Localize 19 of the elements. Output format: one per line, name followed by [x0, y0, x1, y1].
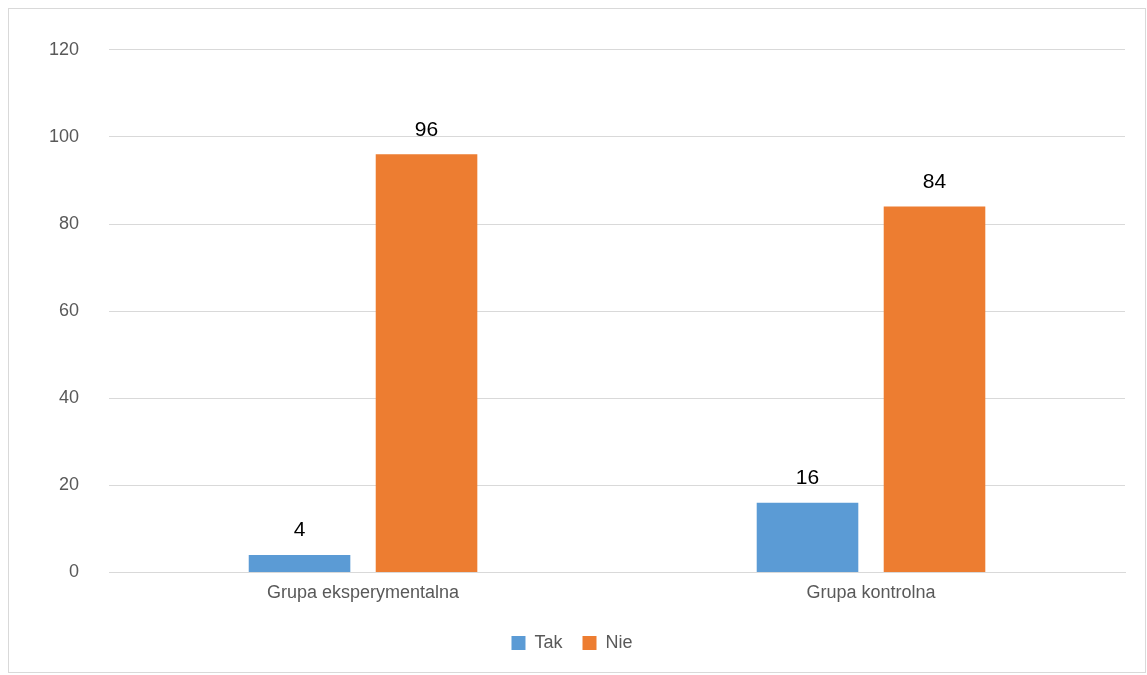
legend-label: Tak — [534, 631, 564, 652]
bar — [375, 154, 478, 572]
data-label: 84 — [922, 168, 947, 192]
x-tick-label: Grupa eksperymentalna — [266, 582, 461, 603]
data-label: 4 — [293, 517, 306, 541]
y-tick-label: 60 — [59, 300, 80, 321]
bar — [883, 206, 986, 572]
y-tick-label: 0 — [69, 561, 80, 582]
bar — [756, 502, 859, 572]
y-tick-label: 100 — [48, 125, 80, 146]
x-tick-label: Grupa kontrolna — [806, 582, 937, 603]
y-tick-label: 20 — [59, 474, 80, 495]
y-tick-label: 120 — [48, 38, 80, 59]
legend-label: Nie — [605, 631, 633, 652]
data-label: 16 — [795, 465, 820, 489]
y-tick-label: 80 — [59, 212, 80, 233]
data-label: 96 — [414, 116, 439, 140]
bar — [248, 554, 351, 572]
y-tick-label: 40 — [59, 387, 80, 408]
